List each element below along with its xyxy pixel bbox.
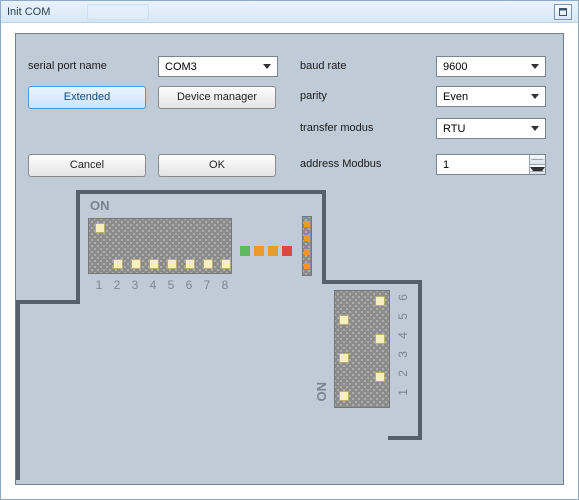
led-row-1 (240, 246, 250, 256)
trace (16, 300, 80, 304)
trace (322, 190, 326, 280)
dip2-label-4: 4 (396, 332, 410, 339)
dip1-label-5: 5 (164, 278, 178, 292)
dip2-label-2: 2 (396, 370, 410, 377)
led-row-4 (282, 246, 292, 256)
serial-port-value: COM3 (165, 61, 197, 73)
dip1-switch-5 (167, 259, 177, 269)
trace (418, 280, 422, 440)
led-row-3 (268, 246, 278, 256)
chevron-down-icon (531, 64, 539, 69)
led-strip-dot-3 (304, 249, 310, 255)
chevron-down-icon (531, 126, 539, 131)
trace (76, 190, 326, 194)
arrow-up-icon (530, 159, 545, 160)
extended-button[interactable]: Extended (28, 86, 146, 109)
spin-down-button[interactable] (530, 165, 545, 174)
spinner-buttons[interactable] (529, 155, 545, 174)
ok-button[interactable]: OK (158, 154, 276, 177)
label-address-modbus: address Modbus (300, 158, 381, 170)
dip1-label-4: 4 (146, 278, 160, 292)
dip1-label-3: 3 (128, 278, 142, 292)
led-strip-dot-2 (304, 235, 310, 241)
label-parity: parity (300, 90, 327, 102)
dip1-switch-4 (149, 259, 159, 269)
dip1-label-2: 2 (110, 278, 124, 292)
dip1-switch-3 (131, 259, 141, 269)
dip-block-2 (334, 290, 390, 408)
dip1-label-7: 7 (200, 278, 214, 292)
dip2-switch-4 (375, 334, 385, 344)
dip-block-1 (88, 218, 232, 274)
dip2-label-5: 5 (396, 313, 410, 320)
trace (16, 300, 20, 480)
dip1-switch-1 (95, 223, 105, 233)
led-strip-dot-4 (304, 263, 310, 269)
dip2-switch-5 (339, 315, 349, 325)
dip2-switch-2 (375, 372, 385, 382)
spin-up-button[interactable] (530, 155, 545, 165)
led-row-2 (254, 246, 264, 256)
led-strip (302, 216, 312, 276)
label-transfer-modus: transfer modus (300, 122, 373, 134)
chevron-down-icon (531, 94, 539, 99)
baud-value: 9600 (443, 61, 467, 73)
modus-combo[interactable]: RTU (436, 118, 546, 139)
dip2-label-3: 3 (396, 351, 410, 358)
close-icon (558, 7, 568, 17)
trace (388, 436, 422, 440)
label-serial-port: serial port name (28, 60, 107, 72)
window: Init COM serial port name COM3 Extended … (0, 0, 579, 500)
close-button[interactable] (554, 4, 572, 20)
dip2-label-6: 6 (396, 294, 410, 301)
led-strip-dot-1 (304, 221, 310, 227)
main-panel: serial port name COM3 Extended Device ma… (15, 33, 564, 485)
dip1-switch-2 (113, 259, 123, 269)
label-baud-rate: baud rate (300, 60, 346, 72)
dip1-label-6: 6 (182, 278, 196, 292)
address-spinner[interactable]: 1 (436, 154, 546, 175)
trace (322, 280, 422, 284)
dip2-switch-1 (339, 391, 349, 401)
baud-combo[interactable]: 9600 (436, 56, 546, 77)
dip2-switch-6 (375, 296, 385, 306)
address-value: 1 (443, 159, 449, 171)
background-tab (87, 4, 149, 20)
parity-value: Even (443, 91, 468, 103)
parity-combo[interactable]: Even (436, 86, 546, 107)
dip1-switch-8 (221, 259, 231, 269)
dip1-switch-7 (203, 259, 213, 269)
dip1-switch-6 (185, 259, 195, 269)
on-label-1: ON (90, 198, 110, 213)
cancel-button[interactable]: Cancel (28, 154, 146, 177)
arrow-down-icon (530, 167, 545, 172)
dip2-switch-3 (339, 353, 349, 363)
dip1-label-8: 8 (218, 278, 232, 292)
serial-port-combo[interactable]: COM3 (158, 56, 278, 77)
chevron-down-icon (263, 64, 271, 69)
dip1-label-1: 1 (92, 278, 106, 292)
trace (76, 190, 80, 300)
device-manager-button[interactable]: Device manager (158, 86, 276, 109)
dip2-label-1: 1 (396, 389, 410, 396)
on-label-2: ON (314, 382, 329, 402)
dip-diagram: ON 12345678 ON 123456 (16, 190, 563, 484)
modus-value: RTU (443, 123, 465, 135)
